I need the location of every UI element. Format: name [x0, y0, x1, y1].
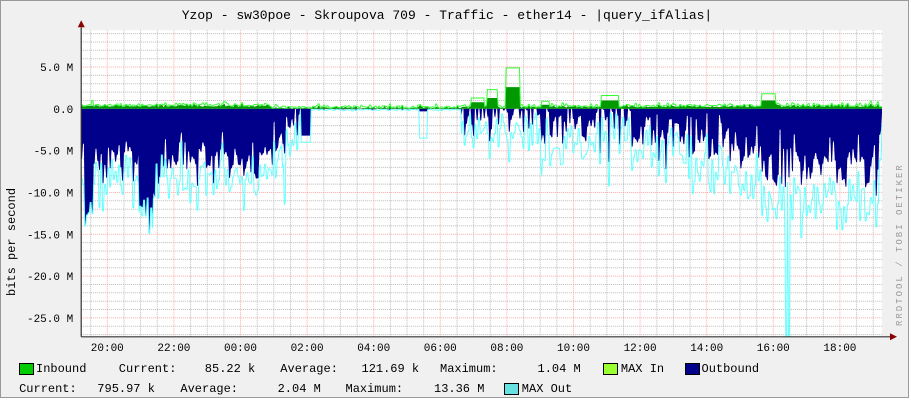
- svg-text:-20.0 M: -20.0 M: [27, 272, 73, 284]
- svg-text:-10.0 M: -10.0 M: [27, 189, 73, 201]
- svg-text:22:00: 22:00: [157, 343, 190, 355]
- svg-text:5.0 M: 5.0 M: [40, 63, 73, 75]
- svg-text:08:00: 08:00: [490, 343, 523, 355]
- svg-text:16:00: 16:00: [757, 343, 790, 355]
- svg-text:14:00: 14:00: [690, 343, 723, 355]
- svg-text:20:00: 20:00: [91, 343, 124, 355]
- svg-text:02:00: 02:00: [291, 343, 324, 355]
- svg-text:12:00: 12:00: [624, 343, 657, 355]
- svg-text:-15.0 M: -15.0 M: [27, 230, 73, 242]
- svg-text:0.0: 0.0: [53, 105, 73, 117]
- svg-text:-5.0 M: -5.0 M: [34, 147, 74, 159]
- svg-text:18:00: 18:00: [823, 343, 856, 355]
- svg-text:-25.0 M: -25.0 M: [27, 314, 73, 326]
- svg-text:06:00: 06:00: [424, 343, 457, 355]
- svg-text:04:00: 04:00: [357, 343, 390, 355]
- svg-text:00:00: 00:00: [224, 343, 257, 355]
- svg-text:10:00: 10:00: [557, 343, 590, 355]
